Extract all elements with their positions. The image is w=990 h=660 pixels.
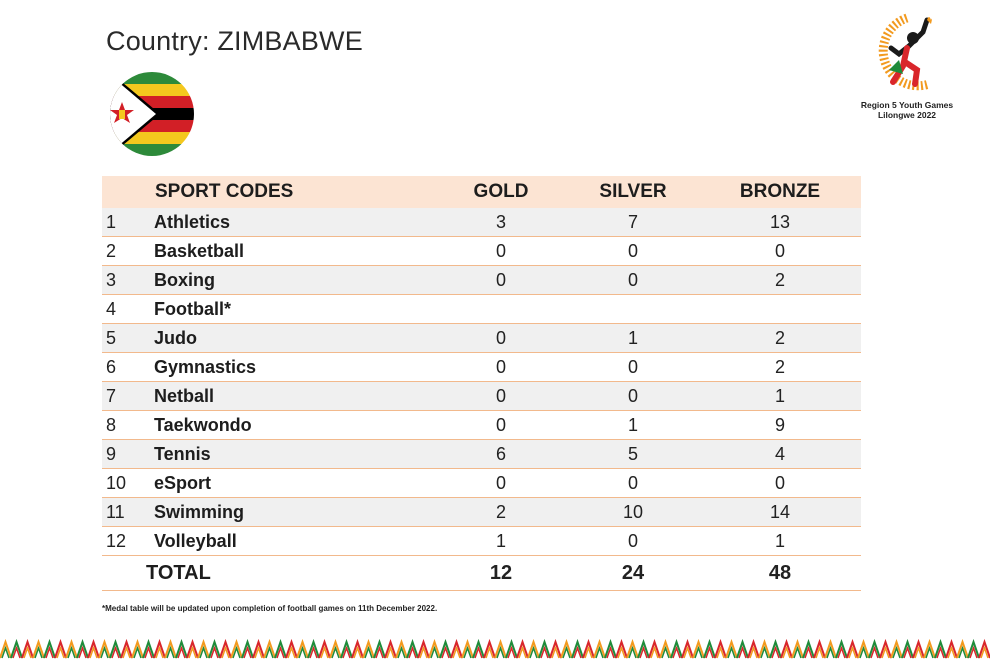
row-gold: 3	[435, 208, 567, 237]
row-sport: Volleyball	[154, 526, 435, 556]
row-silver: 7	[567, 208, 699, 237]
table-row: 5 Judo 0 1 2	[102, 323, 861, 353]
total-index	[102, 555, 154, 591]
logo-line-2: Lilongwe 2022	[877, 110, 937, 120]
table-row: 6 Gymnastics 0 0 2	[102, 352, 861, 382]
row-gold: 0	[435, 323, 567, 353]
row-index: 1	[102, 208, 154, 237]
row-sport: Taekwondo	[154, 410, 435, 440]
row-sport: Swimming	[154, 497, 435, 527]
row-sport: Gymnastics	[154, 352, 435, 382]
row-sport: Football*	[154, 294, 435, 324]
table-row: 3 Boxing 0 0 2	[102, 265, 861, 295]
row-gold: 0	[435, 468, 567, 498]
row-sport: Netball	[154, 381, 435, 411]
table-row: 9 Tennis 6 5 4	[102, 439, 861, 469]
row-bronze: 1	[699, 381, 861, 411]
total-label: TOTAL	[146, 555, 427, 591]
row-gold: 6	[435, 439, 567, 469]
row-bronze: 2	[699, 323, 861, 353]
row-bronze: 4	[699, 439, 861, 469]
row-bronze: 2	[699, 265, 861, 295]
row-index: 3	[102, 265, 154, 295]
table-row: 8 Taekwondo 0 1 9	[102, 410, 861, 440]
row-bronze	[699, 294, 861, 324]
row-index: 11	[102, 497, 154, 527]
row-index: 5	[102, 323, 154, 353]
total-bronze: 48	[699, 555, 861, 591]
row-silver: 0	[567, 352, 699, 382]
row-index: 2	[102, 236, 154, 266]
row-index: 10	[102, 468, 154, 498]
row-gold: 0	[435, 381, 567, 411]
row-sport: Tennis	[154, 439, 435, 469]
header-gold: GOLD	[435, 176, 567, 208]
row-sport: Boxing	[154, 265, 435, 295]
total-gold: 12	[435, 555, 567, 591]
row-silver: 0	[567, 265, 699, 295]
row-bronze: 1	[699, 526, 861, 556]
row-silver: 0	[567, 381, 699, 411]
row-index: 12	[102, 526, 154, 556]
row-sport: Judo	[154, 323, 435, 353]
row-sport: eSport	[154, 468, 435, 498]
row-index: 9	[102, 439, 154, 469]
row-silver: 0	[567, 526, 699, 556]
row-silver: 1	[567, 323, 699, 353]
logo-line-1: Region 5 Youth Games	[860, 100, 954, 110]
table-row: 10 eSport 0 0 0	[102, 468, 861, 498]
row-index: 4	[102, 294, 154, 324]
medal-table: SPORT CODES GOLD SILVER BRONZE 1 Athletic…	[102, 176, 861, 591]
footnote: *Medal table will be updated upon comple…	[102, 604, 438, 613]
table-row: 7 Netball 0 0 1	[102, 381, 861, 411]
zigzag-pattern-border	[0, 638, 990, 659]
row-silver: 1	[567, 410, 699, 440]
row-bronze: 13	[699, 208, 861, 237]
table-header-row: SPORT CODES GOLD SILVER BRONZE	[102, 176, 861, 208]
row-gold: 1	[435, 526, 567, 556]
row-index: 8	[102, 410, 154, 440]
row-sport: Basketball	[154, 236, 435, 266]
row-silver	[567, 294, 699, 324]
header-bronze: BRONZE	[699, 176, 861, 208]
table-row: 12 Volleyball 1 0 1	[102, 526, 861, 556]
zimbabwe-flag-icon	[110, 72, 194, 156]
table-row: 1 Athletics 3 7 13	[102, 208, 861, 237]
row-gold: 0	[435, 352, 567, 382]
header-index	[102, 176, 154, 208]
row-gold	[435, 294, 567, 324]
row-index: 7	[102, 381, 154, 411]
games-logo: Region 5 Youth Games Lilongwe 2022	[852, 12, 962, 132]
row-silver: 0	[567, 236, 699, 266]
table-row: 4 Football*	[102, 294, 861, 324]
header-silver: SILVER	[567, 176, 699, 208]
total-row: TOTAL 12 24 48	[102, 555, 861, 591]
table-row: 2 Basketball 0 0 0	[102, 236, 861, 266]
row-bronze: 9	[699, 410, 861, 440]
header-sport-codes: SPORT CODES	[154, 176, 435, 208]
row-bronze: 0	[699, 236, 861, 266]
region5-youth-games-logo	[878, 13, 932, 91]
total-silver: 24	[567, 555, 699, 591]
page-title: Country: ZIMBABWE	[106, 26, 363, 56]
table-row: 11 Swimming 2 10 14	[102, 497, 861, 527]
row-gold: 0	[435, 410, 567, 440]
row-gold: 0	[435, 236, 567, 266]
row-silver: 5	[567, 439, 699, 469]
row-index: 6	[102, 352, 154, 382]
row-sport: Athletics	[154, 208, 435, 237]
row-silver: 10	[567, 497, 699, 527]
row-gold: 0	[435, 265, 567, 295]
row-gold: 2	[435, 497, 567, 527]
row-bronze: 14	[699, 497, 861, 527]
row-bronze: 0	[699, 468, 861, 498]
row-silver: 0	[567, 468, 699, 498]
row-bronze: 2	[699, 352, 861, 382]
